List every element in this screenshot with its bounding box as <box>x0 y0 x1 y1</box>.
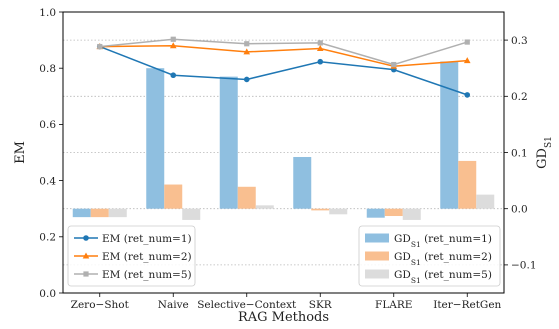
legend-bar-label-2: GDS1 (ret_num=2) <box>394 251 492 267</box>
legend-lines: EM (ret_num=1) EM (ret_num=2) EM (ret_num=… <box>67 225 196 287</box>
bar-s2-2 <box>237 186 256 209</box>
marker-em-3-0 <box>97 43 103 50</box>
xtick-label-4: FLARE <box>375 299 412 311</box>
bar-s3-0 <box>108 208 127 218</box>
line-em-2 <box>99 44 468 67</box>
y-axis-label-left: EM <box>13 141 28 164</box>
legend-line-marker-3 <box>83 271 89 277</box>
marker-em-3-5 <box>464 39 470 45</box>
bar-s2-5 <box>458 160 477 209</box>
bar-s1-4 <box>366 208 385 218</box>
marker-em-2-3 <box>316 45 324 52</box>
ytick-left-label-3: 0.6 <box>39 119 56 131</box>
y-axis-label-right: GDS1 <box>535 136 554 169</box>
bar-s1-0 <box>72 208 91 218</box>
bar-s3-2 <box>255 205 274 209</box>
bar-s1-3 <box>293 156 312 209</box>
bar-s2-0 <box>90 208 109 218</box>
legend-bar-swatch-1 <box>365 233 389 243</box>
marker-em-3-2 <box>244 41 250 47</box>
marker-em-2-5 <box>463 57 471 64</box>
legend-line-marker-1 <box>83 235 89 241</box>
line-em-3 <box>99 38 468 66</box>
marker-em-1-3 <box>317 58 324 65</box>
legend-line-marker-2 <box>82 252 90 259</box>
bar-s2-1 <box>164 184 183 209</box>
line-em-1 <box>99 45 468 96</box>
legend-bars: GDS1 (ret_num=1) GDS1 (ret_num=2) GDS1 (re… <box>358 225 501 287</box>
ytick-left-label-5: 1.0 <box>39 7 56 19</box>
legend-bar-swatch-2 <box>365 251 389 261</box>
ytick-left-label-4: 0.8 <box>39 63 56 75</box>
xtick-label-0: Zero−Shot <box>71 299 130 311</box>
marker-em-2-1 <box>169 42 177 49</box>
legend-line-label-1: EM (ret_num=1) <box>102 233 192 245</box>
marker-em-1-1 <box>170 72 177 79</box>
x-axis-label: RAG Methods <box>238 310 329 325</box>
ytick-right-label-3: 0.2 <box>511 91 528 103</box>
bar-s3-4 <box>402 208 421 220</box>
legend-bar-label-1: GDS1 (ret_num=1) <box>394 233 492 249</box>
bar-s2-4 <box>384 208 403 217</box>
marker-em-2-2 <box>243 48 251 55</box>
marker-em-1-5 <box>464 92 471 98</box>
legend-bar-swatch-3 <box>365 269 389 279</box>
legend-line-label-3: EM (ret_num=5) <box>102 269 192 281</box>
xtick-label-1: Naive <box>158 299 189 311</box>
legend-line-label-2: EM (ret_num=2) <box>102 251 192 263</box>
xtick-label-2: Selective−Context <box>197 299 297 311</box>
ytick-right-label-0: −0.1 <box>511 260 537 272</box>
bar-s3-3 <box>329 208 348 215</box>
marker-em-1-2 <box>243 76 250 83</box>
legend-bars-box <box>358 225 501 287</box>
bar-s2-3 <box>311 208 330 211</box>
legend-bar-label-3: GDS1 (ret_num=5) <box>394 269 492 285</box>
marker-em-3-3 <box>317 40 323 46</box>
ytick-left-label-2: 0.4 <box>39 175 56 187</box>
ytick-left-label-1: 0.2 <box>39 232 56 244</box>
ytick-right-label-2: 0.1 <box>511 147 528 159</box>
bar-s1-2 <box>219 76 238 209</box>
xtick-label-5: Iter−RetGen <box>433 299 501 311</box>
bar-s3-1 <box>182 208 201 220</box>
xtick-label-3: SKR <box>309 299 333 311</box>
bar-s3-5 <box>476 194 495 209</box>
ytick-right-label-1: 0.0 <box>511 204 528 216</box>
ytick-left-label-0: 0.0 <box>39 288 56 300</box>
y-axis-label-right-sub: S1 <box>544 136 554 148</box>
bar-s1-5 <box>440 61 459 209</box>
bar-s1-1 <box>146 68 165 209</box>
marker-em-3-1 <box>170 36 176 42</box>
ytick-right-label-4: 0.3 <box>511 35 528 47</box>
legend-lines-box <box>67 225 196 287</box>
marker-em-3-4 <box>391 61 397 68</box>
